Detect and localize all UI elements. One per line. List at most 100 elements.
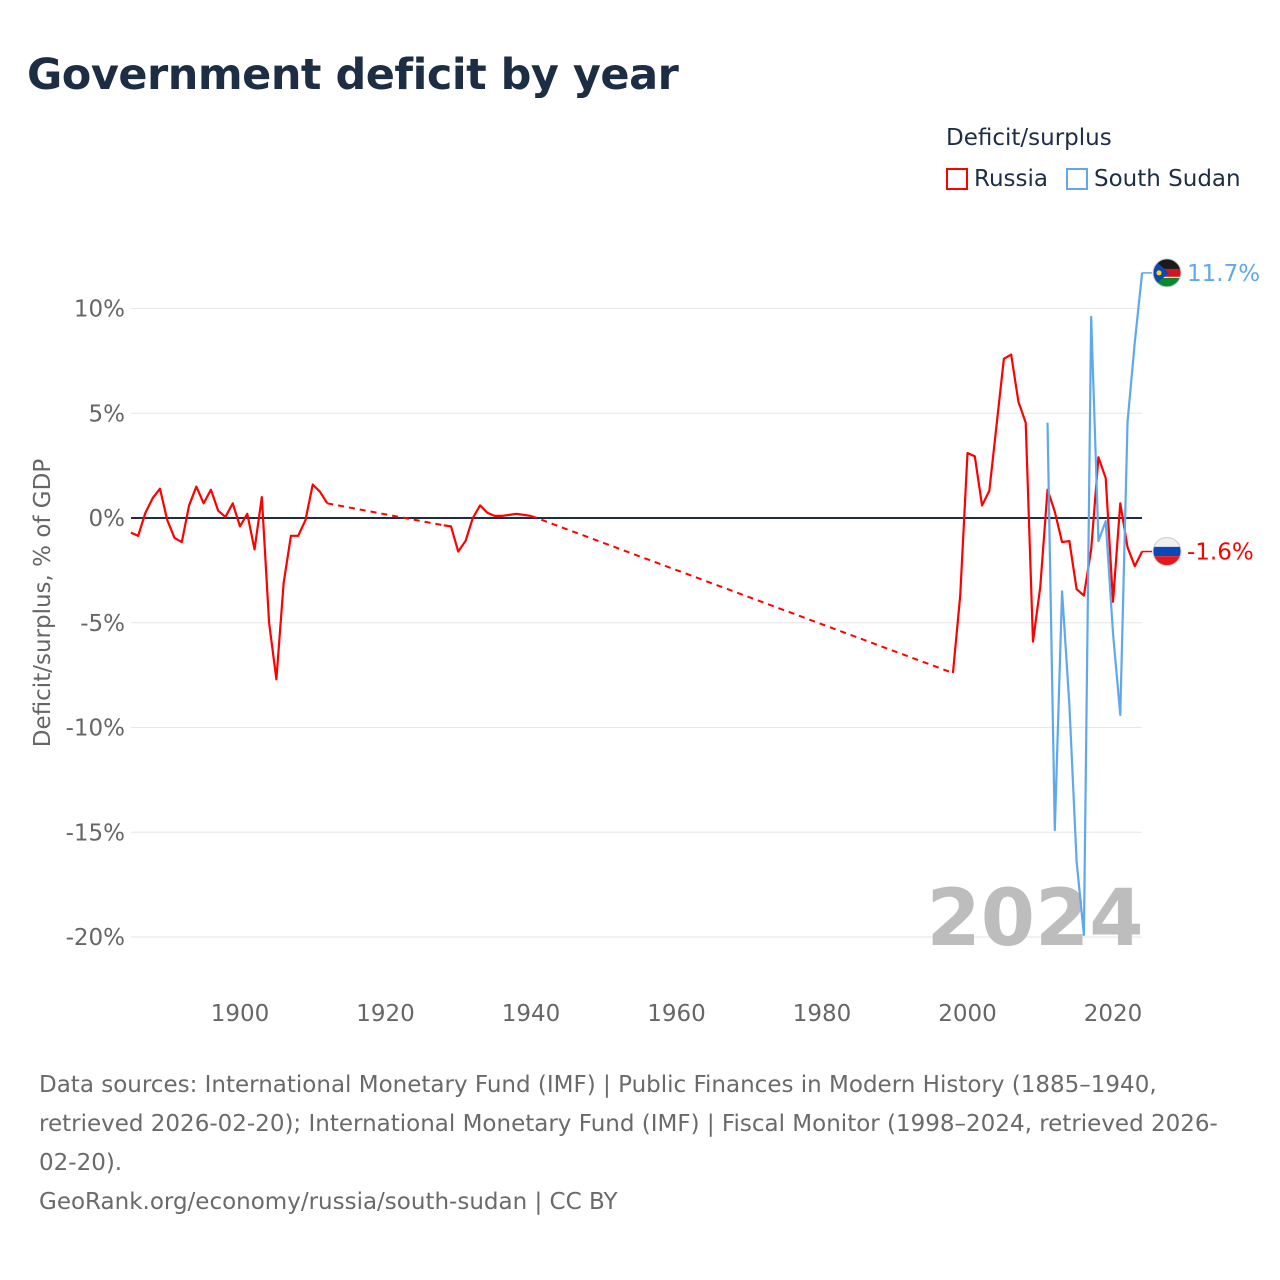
flag-stripe bbox=[1153, 258, 1181, 269]
data-point bbox=[1060, 540, 1064, 544]
data-point bbox=[129, 531, 133, 535]
data-point bbox=[267, 621, 271, 625]
data-point bbox=[223, 515, 227, 519]
x-tick-label: 2000 bbox=[938, 1001, 997, 1027]
year-watermark: 2024 bbox=[926, 874, 1143, 964]
data-point bbox=[1002, 357, 1006, 361]
data-point bbox=[529, 514, 533, 518]
series-line bbox=[1046, 272, 1144, 937]
data-point bbox=[311, 482, 315, 486]
data-point bbox=[173, 536, 177, 540]
data-point bbox=[158, 487, 162, 491]
data-point bbox=[1024, 421, 1028, 425]
end-value-label: -1.6% bbox=[1187, 540, 1254, 566]
data-point bbox=[325, 501, 329, 505]
data-point bbox=[995, 423, 999, 427]
south-sudan-flag-icon bbox=[1152, 258, 1182, 288]
data-point bbox=[1067, 539, 1071, 543]
data-point bbox=[1082, 933, 1086, 937]
data-point bbox=[202, 501, 206, 505]
data-point bbox=[1126, 420, 1130, 424]
legend-label: Russia bbox=[974, 166, 1048, 192]
x-tick-label: 1980 bbox=[793, 1001, 852, 1027]
data-point bbox=[260, 495, 264, 499]
chart-title: Government deficit by year bbox=[27, 50, 679, 100]
data-point bbox=[136, 534, 140, 538]
data-point bbox=[216, 509, 220, 513]
data-point bbox=[500, 514, 504, 518]
data-point bbox=[522, 513, 526, 517]
data-point bbox=[296, 534, 300, 538]
data-point bbox=[1126, 545, 1130, 549]
y-tick-label: -15% bbox=[66, 820, 125, 846]
data-point bbox=[165, 518, 169, 522]
x-tick-label: 1920 bbox=[356, 1001, 415, 1027]
data-sources: Data sources: International Monetary Fun… bbox=[39, 1072, 1218, 1176]
data-point bbox=[485, 511, 489, 515]
data-point bbox=[1031, 640, 1035, 644]
data-point bbox=[1046, 421, 1050, 425]
data-point bbox=[507, 513, 511, 517]
series-line bbox=[130, 483, 329, 681]
credit-link[interactable]: GeoRank.org/economy/russia/south-sudan |… bbox=[39, 1189, 618, 1215]
data-point bbox=[1133, 340, 1137, 344]
russia-flag-icon bbox=[1152, 537, 1182, 567]
data-point bbox=[1075, 860, 1079, 864]
data-point bbox=[958, 594, 962, 598]
data-point bbox=[1089, 315, 1093, 319]
data-point bbox=[471, 516, 475, 520]
data-point bbox=[303, 518, 307, 522]
data-point bbox=[1053, 828, 1057, 832]
data-point bbox=[464, 539, 468, 543]
flag-stripe bbox=[1153, 556, 1181, 566]
legend-swatch-south-sudan bbox=[1065, 168, 1088, 190]
data-point bbox=[973, 454, 977, 458]
series-line bbox=[443, 504, 532, 553]
data-point bbox=[151, 496, 155, 500]
flag-body bbox=[1153, 258, 1181, 287]
legend-item-russia[interactable]: Russia bbox=[946, 166, 1048, 192]
data-point bbox=[194, 485, 198, 489]
flag-stripe bbox=[1153, 277, 1181, 287]
flag-star bbox=[1156, 270, 1162, 276]
y-axis-label: Deficit/surplus, % of GDP bbox=[30, 459, 56, 748]
data-point bbox=[231, 501, 235, 505]
data-point bbox=[253, 547, 257, 551]
data-point bbox=[1118, 713, 1122, 717]
y-tick-label: 5% bbox=[89, 401, 126, 427]
data-point bbox=[282, 581, 286, 585]
data-point bbox=[187, 503, 191, 507]
data-point bbox=[318, 490, 322, 494]
y-tick-label: -10% bbox=[66, 716, 125, 742]
data-point bbox=[1053, 510, 1057, 514]
data-point bbox=[493, 514, 497, 518]
flag-border bbox=[1152, 537, 1182, 567]
data-point bbox=[1016, 400, 1020, 404]
data-point bbox=[442, 523, 446, 527]
data-point bbox=[289, 534, 293, 538]
data-point bbox=[1082, 594, 1086, 598]
data-point bbox=[1111, 631, 1115, 635]
y-tick-label: -5% bbox=[80, 611, 125, 637]
data-point bbox=[209, 488, 213, 492]
data-point bbox=[143, 511, 147, 515]
data-point bbox=[449, 524, 453, 528]
data-point bbox=[1089, 547, 1093, 551]
legend-item-south-sudan[interactable]: South Sudan bbox=[1065, 166, 1241, 192]
legend-title: Deficit/surplus bbox=[946, 125, 1112, 151]
flag-border bbox=[1152, 258, 1182, 288]
y-tick-label: 0% bbox=[89, 506, 126, 532]
data-point bbox=[1104, 476, 1108, 480]
data-point bbox=[1067, 702, 1071, 706]
data-point bbox=[180, 540, 184, 544]
x-tick-label: 1960 bbox=[647, 1001, 706, 1027]
series-south-sudan: 11.7% bbox=[1046, 258, 1260, 937]
data-point bbox=[514, 512, 518, 516]
data-point bbox=[1096, 539, 1100, 543]
x-tick-label: 1940 bbox=[502, 1001, 561, 1027]
data-point bbox=[1038, 585, 1042, 589]
y-tick-label: 10% bbox=[74, 297, 125, 323]
data-point bbox=[245, 512, 249, 516]
flag-stripe bbox=[1153, 546, 1181, 557]
